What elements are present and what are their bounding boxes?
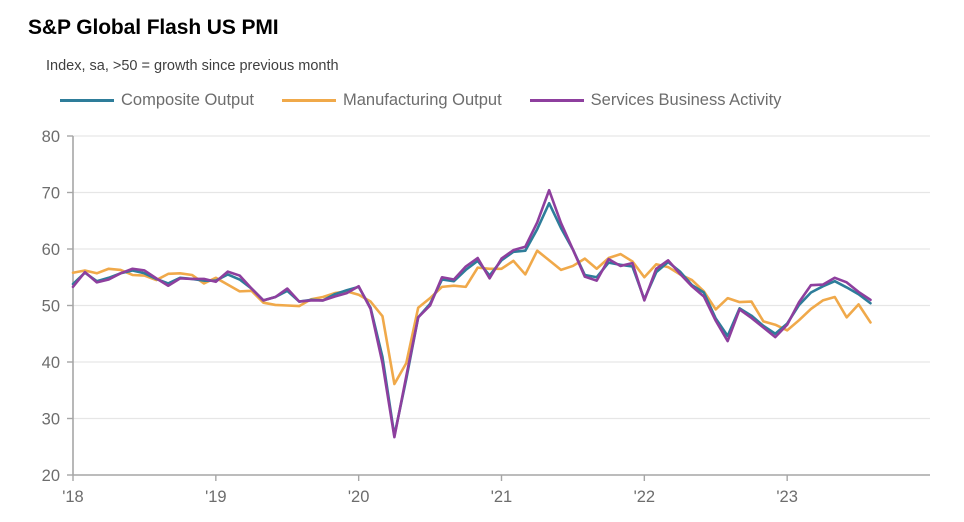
legend-item-composite-output[interactable]: Composite Output — [60, 91, 254, 110]
y-axis-tick-label: 50 — [42, 298, 60, 316]
series-line-services-business-activity — [71, 188, 872, 439]
legend-swatch-icon — [529, 98, 584, 102]
y-axis-tick-label: 20 — [42, 467, 60, 485]
x-axis-tick-label: '21 — [491, 488, 513, 506]
legend-label: Manufacturing Output — [342, 90, 502, 109]
x-axis-tick-label: '19 — [205, 488, 227, 506]
x-axis-tick-label: '22 — [634, 488, 656, 506]
legend-item-services-business-activity[interactable]: Services Business Activity — [529, 90, 782, 110]
legend-item-manufacturing-output[interactable]: Manufacturing Output — [281, 90, 502, 110]
page-title: S&P Global Flash US PMI — [28, 16, 279, 39]
y-axis-tick-label: 70 — [42, 185, 60, 203]
legend-label: Services Business Activity — [590, 90, 782, 109]
x-axis-tick-label: '18 — [62, 488, 84, 506]
legend-swatch-icon — [60, 98, 114, 102]
x-axis-tick-label: '20 — [348, 488, 370, 506]
series-line-composite-output — [71, 201, 872, 437]
chart-subtitle: Index, sa, >50 = growth since previous m… — [46, 58, 339, 74]
legend-swatch-icon — [281, 98, 336, 102]
chart-legend: Composite Output Manufacturing Output Serv… — [60, 88, 960, 112]
x-axis-tick-label: '23 — [776, 488, 798, 506]
y-axis-tick-label: 30 — [42, 411, 60, 429]
legend-label: Composite Output — [121, 90, 254, 109]
series-line-manufacturing-output — [71, 249, 872, 386]
y-axis-tick-label: 80 — [42, 128, 60, 146]
y-axis-tick-label: 60 — [42, 241, 60, 259]
y-axis-tick-label: 40 — [42, 354, 60, 372]
